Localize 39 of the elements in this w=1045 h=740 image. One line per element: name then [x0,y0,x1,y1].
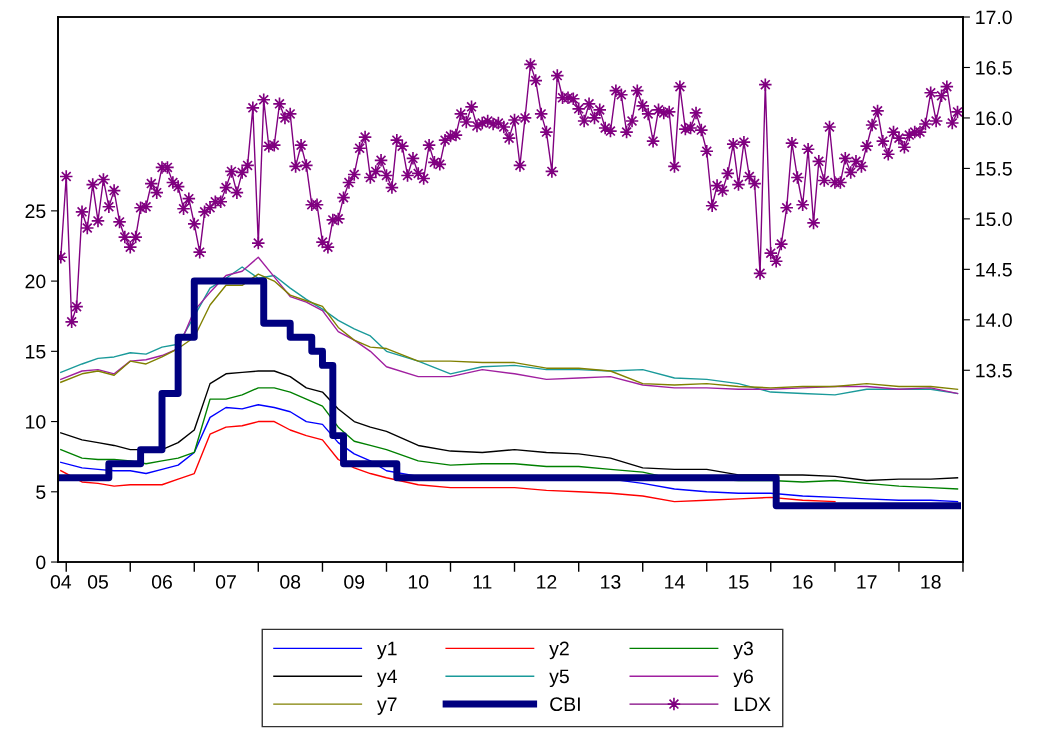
y2-tick-label: 15.5 [976,162,1012,176]
x-tick-label: 07 [215,575,236,589]
x-tick-label: 04 [50,575,72,589]
line-series [60,420,836,503]
legend-label: y4 [377,669,397,688]
y2-tick-label: 13.5 [976,363,1012,378]
legend-label: LDX [734,697,771,711]
x-tick-label: 11 [473,575,492,589]
x-tick-label: 16 [793,575,813,589]
y2-tick-label: 16.0 [976,111,1012,126]
y-tick-label: 10 [26,415,46,429]
x-tick-label: 08 [280,575,301,589]
legend-label: y7 [377,697,397,715]
y-tick-label: 5 [36,485,46,500]
legend-label: y6 [733,669,753,688]
y2-tick-label: 14.5 [976,263,1012,277]
y2-tick-label: 17.0 [976,10,1012,25]
y2-tick-label: 15.0 [976,212,1012,227]
legend-label: y5 [549,669,569,688]
x-tick-label: 15 [729,575,749,589]
legend-label: CBI [550,697,580,712]
y-tick-label: 0 [36,555,46,570]
x-tick-label: 09 [344,575,365,589]
x-tick-label: 18 [921,575,941,589]
x-tick-label: 12 [537,575,557,589]
x-tick-label: 06 [151,575,172,589]
x-tick-label: 05 [87,575,108,589]
y2-tick-label: 16.5 [976,60,1012,75]
y-tick-label: 20 [25,274,46,289]
legend-label: y3 [733,641,753,660]
y2-tick-label: 14.0 [976,313,1012,328]
legend-label: y1 [377,641,397,660]
legend-label: y2 [549,641,569,660]
y-tick-label: 25 [25,204,46,219]
x-tick-label: 14 [665,575,685,589]
y-tick-label: 15 [26,345,46,359]
x-tick-label: 13 [601,575,621,589]
x-tick-label: 17 [857,575,877,589]
x-tick-label: 10 [408,575,429,589]
